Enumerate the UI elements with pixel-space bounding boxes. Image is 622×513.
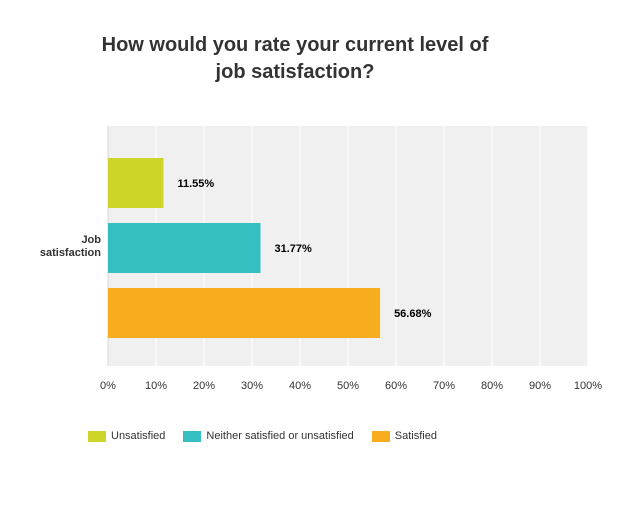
legend: Unsatisfied Neither satisfied or unsatisf…: [88, 430, 437, 442]
x-tick-label: 100%: [574, 380, 602, 392]
legend-swatch: [371, 430, 390, 442]
bar-neither-satisfied-or-unsatisfied: [108, 223, 261, 273]
bar-unsatisfied: [108, 158, 164, 208]
legend-item: Satisfied: [371, 430, 437, 442]
data-label: 56.68%: [394, 308, 432, 320]
x-tick-label: 90%: [529, 380, 551, 392]
legend-label: Unsatisfied: [111, 430, 166, 442]
chart-title-line-2: job satisfaction?: [215, 61, 375, 83]
bar-satisfied: [108, 288, 381, 338]
category-label: satisfaction: [40, 247, 101, 259]
legend-item: Unsatisfied: [88, 430, 165, 442]
category-label: Job: [81, 234, 101, 246]
x-tick-label: 60%: [385, 380, 407, 392]
x-tick-label: 40%: [289, 380, 311, 392]
x-tick-label: 30%: [241, 380, 263, 392]
x-tick-label: 80%: [481, 380, 503, 392]
x-tick-label: 20%: [193, 380, 215, 392]
legend-swatch: [88, 430, 106, 442]
x-tick-label: 50%: [337, 380, 359, 392]
legend-label: Satisfied: [394, 430, 437, 442]
legend-label: Neither satisfied or unsatisfied: [206, 430, 354, 442]
data-label: 11.55%: [177, 178, 214, 190]
chart-title-line-1: How would you rate your current level of: [101, 34, 489, 56]
x-tick-label: 0%: [100, 380, 116, 392]
x-tick-label: 10%: [145, 380, 167, 392]
chart-title: How would you rate your current level of…: [60, 32, 530, 86]
legend-swatch: [183, 430, 202, 442]
data-label: 31.77%: [274, 243, 312, 255]
legend-item: Neither satisfied or unsatisfied: [183, 430, 354, 442]
x-tick-label: 70%: [433, 380, 455, 392]
